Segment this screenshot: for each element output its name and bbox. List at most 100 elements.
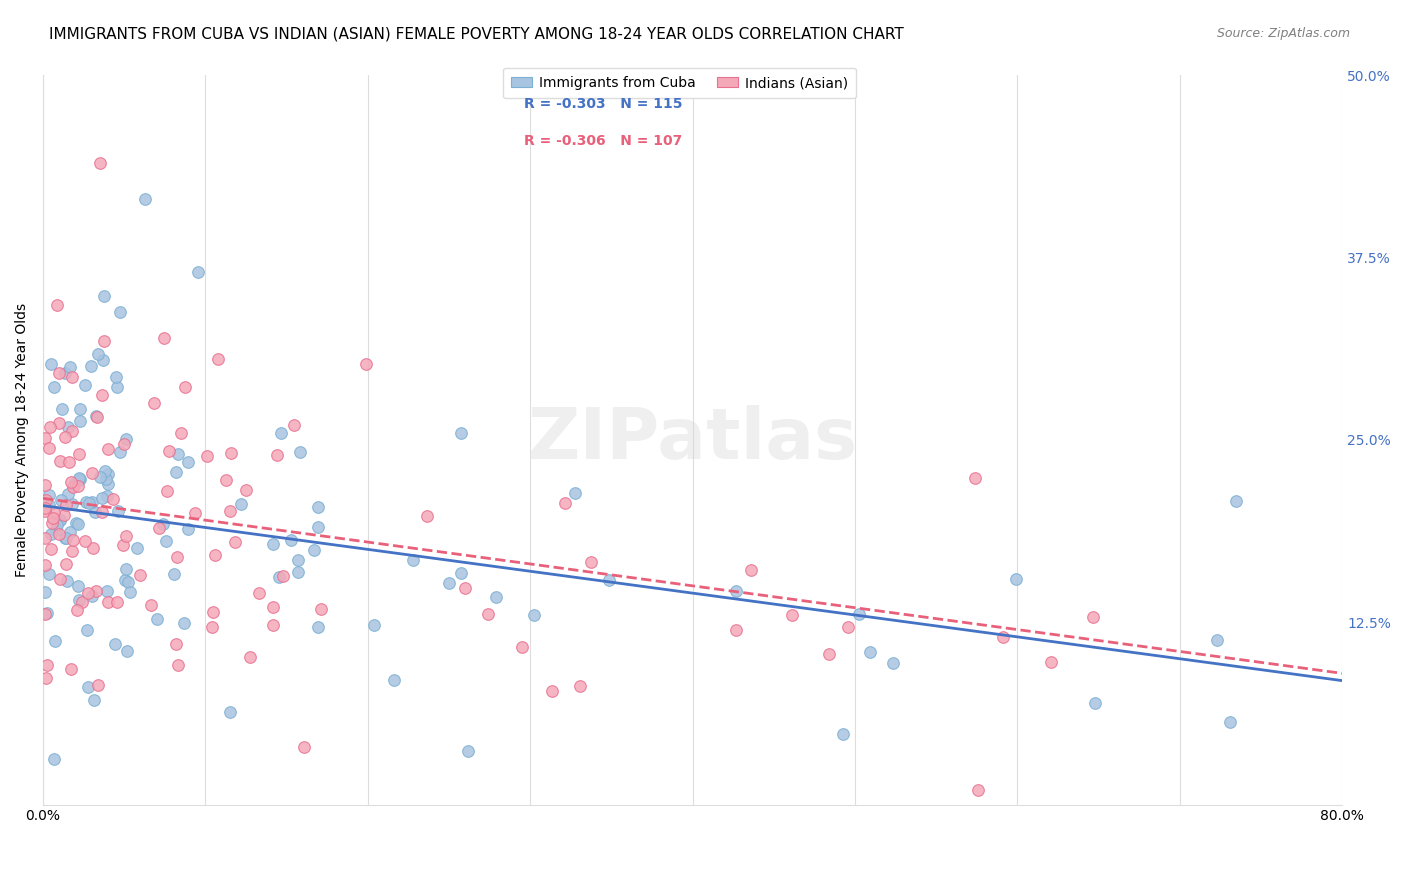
Point [104, 637, 127, 651]
Point [184, 506, 207, 520]
Point [156, 484, 179, 499]
Point [239, 650, 262, 665]
Point [114, 573, 136, 587]
Point [75, 495, 97, 509]
Point [249, 586, 271, 600]
Point [1206, 632, 1229, 647]
Point [84, 583, 107, 598]
Y-axis label: Female Poverty Among 18-24 Year Olds: Female Poverty Among 18-24 Year Olds [15, 303, 30, 577]
Point [832, 727, 855, 741]
Point [1225, 494, 1247, 508]
Point [724, 624, 747, 638]
Point [105, 379, 128, 393]
Point [60, 543, 83, 558]
Point [38, 499, 60, 513]
Point [187, 265, 209, 279]
Point [67, 447, 90, 461]
Point [41, 516, 63, 530]
Point [79, 359, 101, 373]
Point [848, 607, 870, 621]
Point [37, 657, 59, 672]
Point [82, 466, 104, 480]
Point [269, 570, 291, 584]
Point [34, 501, 56, 516]
Point [125, 541, 148, 555]
Point [69, 414, 91, 428]
Point [541, 683, 564, 698]
Point [725, 584, 748, 599]
Point [270, 425, 292, 440]
Point [66, 579, 89, 593]
Point [523, 608, 546, 623]
Point [145, 612, 167, 626]
Point [97, 477, 120, 491]
Point [62, 424, 84, 438]
Point [41, 541, 63, 556]
Point [837, 620, 859, 634]
Point [59, 475, 82, 490]
Point [55, 430, 77, 444]
Point [93, 289, 115, 303]
Point [307, 500, 329, 514]
Point [780, 608, 803, 623]
Point [118, 584, 141, 599]
Point [34, 431, 56, 445]
Point [859, 645, 882, 659]
Point [66, 603, 89, 617]
Point [195, 450, 218, 464]
Point [224, 535, 246, 549]
Point [90, 505, 112, 519]
Point [91, 353, 114, 368]
Point [1040, 655, 1063, 669]
Point [416, 508, 439, 523]
Point [59, 525, 82, 540]
Point [579, 555, 602, 569]
Legend: Immigrants from Cuba, Indians (Asian): Immigrants from Cuba, Indians (Asian) [503, 68, 856, 98]
Point [49, 572, 72, 586]
Point [148, 521, 170, 535]
Point [354, 357, 377, 371]
Point [65, 516, 87, 530]
Point [35, 606, 58, 620]
Point [309, 602, 332, 616]
Point [93, 464, 115, 478]
Point [177, 522, 200, 536]
Point [115, 529, 138, 543]
Point [292, 739, 315, 754]
Point [86, 409, 108, 424]
Point [87, 347, 110, 361]
Point [75, 377, 97, 392]
Point [69, 472, 91, 486]
Point [882, 657, 904, 671]
Point [97, 442, 120, 457]
Point [283, 417, 305, 432]
Point [89, 156, 111, 170]
Point [454, 581, 477, 595]
Point [35, 671, 58, 685]
Point [66, 516, 89, 531]
Point [62, 480, 84, 494]
Point [450, 425, 472, 440]
Point [202, 605, 225, 619]
Point [45, 523, 67, 537]
Point [34, 478, 56, 492]
Point [60, 662, 83, 676]
Point [67, 471, 90, 485]
Point [82, 495, 104, 509]
Point [302, 542, 325, 557]
Point [1083, 609, 1105, 624]
Point [53, 366, 76, 380]
Point [58, 420, 80, 434]
Point [67, 592, 90, 607]
Point [287, 565, 309, 579]
Point [129, 568, 152, 582]
Point [56, 574, 79, 588]
Point [262, 599, 284, 614]
Point [510, 640, 533, 654]
Point [84, 409, 107, 423]
Point [96, 472, 118, 486]
Point [39, 419, 62, 434]
Point [76, 623, 98, 637]
Point [56, 487, 79, 501]
Point [177, 455, 200, 469]
